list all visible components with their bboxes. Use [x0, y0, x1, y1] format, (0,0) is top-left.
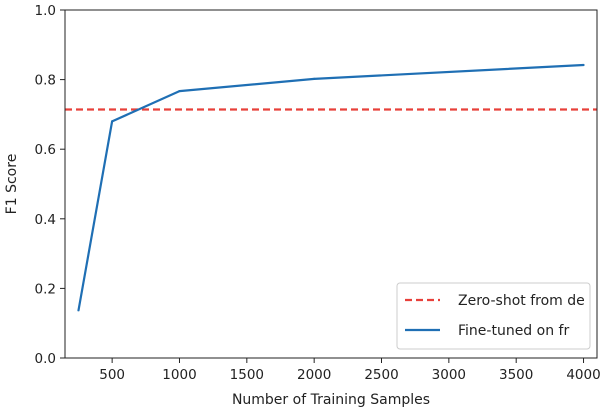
- y-tick-label: 0.8: [35, 73, 56, 89]
- x-tick-label: 3500: [499, 367, 533, 383]
- x-tick-label: 2000: [297, 367, 331, 383]
- y-tick-label: 0.6: [35, 142, 56, 158]
- x-tick-label: 1000: [162, 367, 196, 383]
- x-axis-ticks: 500 1000 1500 2000 2500 3000 3500 4000: [99, 358, 600, 383]
- x-tick-label: 3000: [432, 367, 466, 383]
- x-tick-label: 1500: [230, 367, 264, 383]
- legend-label-zero-shot: Zero-shot from de: [458, 293, 585, 309]
- fine-tuned-point: [111, 120, 114, 123]
- fine-tuned-point: [582, 63, 585, 67]
- y-axis-label: F1 Score: [4, 154, 20, 215]
- legend-box: [396, 282, 591, 350]
- plot-frame: [64, 9, 598, 359]
- y-tick-label: 0.4: [35, 212, 56, 228]
- legend-label-fine-tuned: Fine-tuned on fr: [458, 323, 569, 339]
- fine-tuned-point: [77, 309, 80, 312]
- x-axis-label: Number of Training Samples: [232, 392, 430, 408]
- fine-tuned-point: [178, 89, 181, 93]
- y-tick-label: 0.2: [35, 281, 56, 297]
- y-tick-label: 0.0: [35, 351, 56, 367]
- legend: Zero-shot from de Fine-tuned on fr: [396, 282, 591, 350]
- fine-tuned-point: [313, 77, 316, 81]
- x-tick-label: 2500: [364, 367, 398, 383]
- y-axis-ticks: 0.0 0.2 0.4 0.6 0.8 1.0: [35, 3, 65, 367]
- x-tick-label: 4000: [566, 367, 600, 383]
- x-tick-label: 500: [99, 367, 125, 383]
- y-tick-label: 1.0: [35, 3, 56, 19]
